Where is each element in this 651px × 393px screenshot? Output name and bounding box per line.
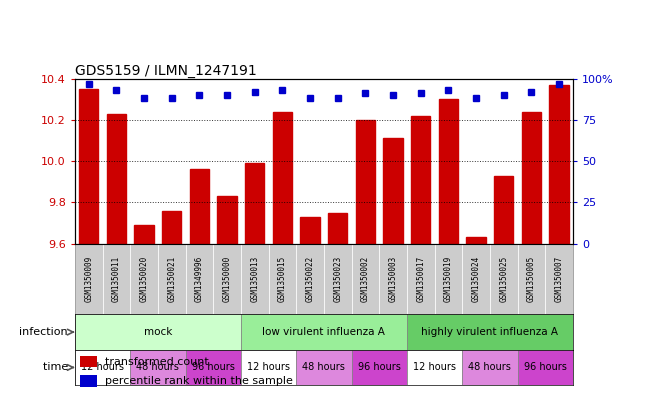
Bar: [134, 225, 154, 244]
Bar: [103, 244, 130, 314]
Bar: [296, 244, 324, 314]
Bar: [158, 244, 186, 314]
Bar: [324, 244, 352, 314]
Text: 96 hours: 96 hours: [192, 362, 234, 373]
Bar: [130, 244, 158, 314]
Text: GSM1350019: GSM1350019: [444, 256, 453, 302]
Bar: [462, 244, 490, 314]
Bar: [241, 244, 269, 314]
Text: GSM1350021: GSM1350021: [167, 256, 176, 302]
Bar: [352, 350, 407, 385]
Bar: [162, 211, 182, 244]
Text: GSM1349996: GSM1349996: [195, 256, 204, 302]
Text: mock: mock: [144, 327, 172, 337]
Bar: [411, 116, 430, 244]
Bar: [268, 244, 296, 314]
Text: percentile rank within the sample: percentile rank within the sample: [105, 376, 292, 386]
Bar: [300, 217, 320, 244]
Text: GSM1350023: GSM1350023: [333, 256, 342, 302]
Text: 96 hours: 96 hours: [358, 362, 400, 373]
Text: 12 hours: 12 hours: [247, 362, 290, 373]
Bar: [241, 350, 296, 385]
Bar: [186, 244, 213, 314]
Bar: [518, 244, 545, 314]
Text: 48 hours: 48 hours: [469, 362, 511, 373]
Text: GSM1350009: GSM1350009: [84, 256, 93, 302]
Bar: [273, 112, 292, 244]
Bar: [217, 196, 237, 244]
Text: GSM1350020: GSM1350020: [139, 256, 148, 302]
Bar: [379, 244, 407, 314]
Bar: [189, 169, 209, 244]
Text: GSM1350002: GSM1350002: [361, 256, 370, 302]
Text: infection: infection: [20, 327, 72, 337]
Text: 12 hours: 12 hours: [81, 362, 124, 373]
Bar: [545, 244, 573, 314]
Bar: [494, 176, 514, 244]
Text: 48 hours: 48 hours: [303, 362, 345, 373]
Text: GSM1350017: GSM1350017: [416, 256, 425, 302]
Bar: [439, 99, 458, 244]
Bar: [213, 244, 241, 314]
Bar: [518, 350, 573, 385]
Text: time: time: [43, 362, 72, 373]
Bar: [130, 350, 186, 385]
Bar: [186, 350, 241, 385]
Text: GSM1350003: GSM1350003: [389, 256, 398, 302]
Bar: [435, 244, 462, 314]
Bar: [462, 350, 518, 385]
Bar: [75, 350, 130, 385]
Text: low virulent influenza A: low virulent influenza A: [262, 327, 385, 337]
Text: GSM1350022: GSM1350022: [305, 256, 314, 302]
Bar: [521, 112, 541, 244]
Bar: [245, 163, 264, 244]
Text: highly virulent influenza A: highly virulent influenza A: [421, 327, 559, 337]
Bar: [80, 375, 97, 387]
Bar: [407, 350, 462, 385]
Text: GSM1350015: GSM1350015: [278, 256, 287, 302]
Bar: [383, 138, 403, 244]
Bar: [80, 356, 97, 367]
Bar: [355, 120, 375, 244]
Text: GSM1350013: GSM1350013: [250, 256, 259, 302]
Bar: [75, 314, 241, 350]
Bar: [75, 244, 103, 314]
Text: GSM1350024: GSM1350024: [471, 256, 480, 302]
Bar: [241, 314, 407, 350]
Text: GSM1350000: GSM1350000: [223, 256, 232, 302]
Bar: [407, 314, 573, 350]
Text: GSM1350011: GSM1350011: [112, 256, 121, 302]
Text: GDS5159 / ILMN_1247191: GDS5159 / ILMN_1247191: [75, 64, 256, 77]
Bar: [549, 85, 569, 244]
Bar: [490, 244, 518, 314]
Bar: [296, 350, 352, 385]
Bar: [407, 244, 435, 314]
Bar: [466, 237, 486, 244]
Text: 48 hours: 48 hours: [137, 362, 179, 373]
Bar: [107, 114, 126, 244]
Bar: [352, 244, 379, 314]
Text: GSM1350025: GSM1350025: [499, 256, 508, 302]
Text: GSM1350005: GSM1350005: [527, 256, 536, 302]
Text: GSM1350007: GSM1350007: [555, 256, 564, 302]
Bar: [328, 213, 348, 244]
Text: 96 hours: 96 hours: [524, 362, 566, 373]
Bar: [79, 89, 98, 244]
Text: transformed count: transformed count: [105, 356, 208, 367]
Text: 12 hours: 12 hours: [413, 362, 456, 373]
